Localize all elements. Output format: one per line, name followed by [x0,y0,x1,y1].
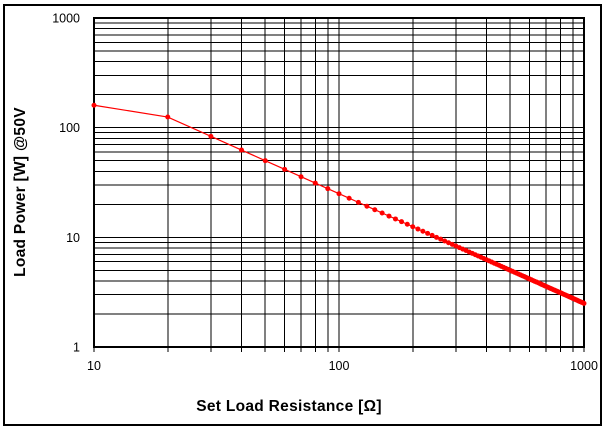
data-point [239,147,245,153]
data-point [298,174,304,180]
data-point [438,236,444,242]
data-point [262,158,268,164]
y-tick-label: 100 [59,121,80,135]
data-point [581,300,587,306]
x-tick-label: 10 [87,359,101,373]
y-tick-label: 1000 [52,12,80,26]
data-point [282,166,288,172]
data-point [91,102,97,108]
data-point [425,230,431,236]
data-point [208,133,214,139]
data-point [364,203,370,209]
y-axis-title: Load Power [W] @50V [12,107,29,277]
plot-border [93,17,585,348]
data-point [165,114,171,120]
y-tick-label: 10 [66,231,80,245]
data-point [433,234,439,240]
x-axis-title: Set Load Resistance [Ω] [196,398,382,415]
data-point [410,224,416,230]
figure-border [3,4,602,426]
data-point [392,216,398,222]
x-tick-label: 100 [329,359,350,373]
data-point [399,219,405,225]
data-point [420,228,426,234]
data-point [404,221,410,227]
data-point [355,199,361,205]
data-point [415,226,421,232]
data-point [325,186,331,192]
data-point [336,191,342,197]
data-point [442,238,448,244]
data-point [312,180,318,186]
data-point [372,207,378,213]
y-tick-label: 1 [73,341,80,355]
data-point [386,213,392,219]
data-point [379,210,385,216]
data-point [446,240,452,246]
x-tick-label: 1000 [570,359,598,373]
data-point [429,232,435,238]
data-point [346,195,352,201]
